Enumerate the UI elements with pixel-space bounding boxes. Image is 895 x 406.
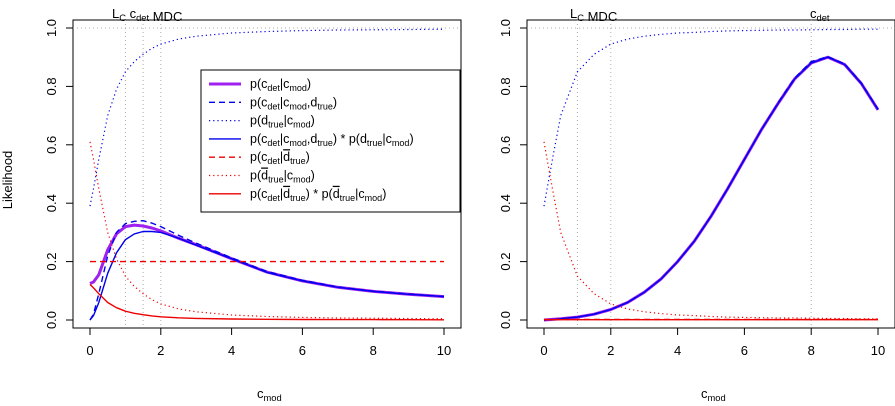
y-tick-label: 0.4 [44, 194, 59, 212]
x-tick-label: 10 [871, 343, 885, 358]
y-tick-label: 1.0 [44, 19, 59, 37]
plot-frame [527, 20, 895, 328]
y-axis-label: Likelihood [0, 151, 15, 210]
x-tick-label: 0 [540, 343, 547, 358]
y-tick-label: 0.6 [498, 136, 513, 154]
y-tick-label: 1.0 [498, 19, 513, 37]
y-tick-label: 0.4 [498, 194, 513, 212]
series-line-product_true [544, 57, 878, 320]
x-tick-label: 2 [157, 343, 164, 358]
x-tick-label: 8 [370, 343, 377, 358]
y-tick-label: 0.0 [498, 311, 513, 329]
series-line-product_notd [90, 284, 444, 319]
x-tick-label: 6 [741, 343, 748, 358]
x-axis-label: cmod [257, 386, 282, 403]
x-axis-label: cmod [701, 386, 726, 403]
x-tick-label: 8 [808, 343, 815, 358]
chart-title: LC MDC [570, 6, 617, 24]
x-tick-label: 4 [674, 343, 681, 358]
x-tick-label: 2 [607, 343, 614, 358]
x-tick-label: 6 [299, 343, 306, 358]
series-line-notd [544, 142, 878, 319]
y-tick-label: 0.8 [44, 77, 59, 95]
series-line-mod_dtrue [544, 57, 878, 320]
y-tick-label: 0.8 [498, 77, 513, 95]
x-tick-label: 4 [228, 343, 235, 358]
legend: p(cdet|cmod)p(cdet|cmod,dtrue)p(dtrue|cm… [201, 70, 460, 212]
chart-panel-1: 0 2 4 6 8 10 0.0 0.2 0.4 0.6 0.8 1.0 LC cdet MDC cmod… [0, 6, 461, 403]
series-line-mod_dtrue [90, 221, 444, 320]
y-tick-label: 0.2 [498, 253, 513, 271]
x-tick-label: 10 [437, 343, 451, 358]
y-tick-label: 0.6 [44, 136, 59, 154]
series-line-mod [544, 57, 878, 320]
chart-title: LC cdet MDC [112, 6, 182, 24]
chart-panel-2: 0 2 4 6 8 10 0.0 0.2 0.4 0.6 0.8 1.0 LC MDC cdet cmod [498, 6, 895, 403]
chart-title-right: cdet [810, 6, 830, 23]
y-tick-label: 0.2 [44, 253, 59, 271]
y-tick-label: 0.0 [44, 311, 59, 329]
x-tick-label: 0 [86, 343, 93, 358]
